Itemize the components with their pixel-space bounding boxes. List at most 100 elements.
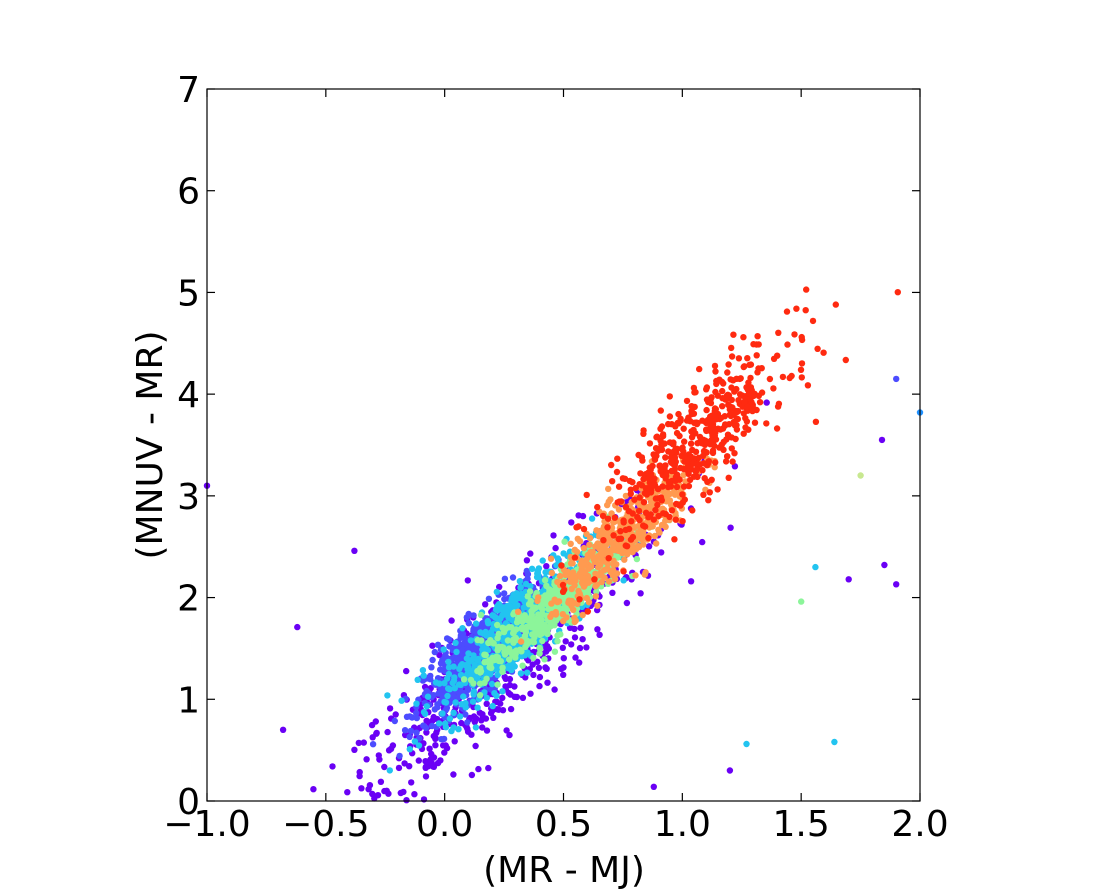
data-point (572, 634, 578, 640)
data-point (550, 532, 556, 538)
data-point (624, 543, 630, 549)
data-point (640, 522, 646, 528)
data-point (524, 670, 530, 676)
data-point (674, 430, 680, 436)
data-point (510, 630, 516, 636)
data-point (404, 714, 410, 720)
data-point (641, 499, 647, 505)
y-tick-label: 6 (177, 172, 200, 213)
data-point (652, 533, 658, 539)
data-point (612, 515, 618, 521)
data-point (617, 528, 623, 534)
data-point (659, 522, 665, 528)
data-point (714, 486, 720, 492)
data-point (843, 357, 849, 363)
data-point (624, 600, 630, 606)
x-tick-label: 2.0 (891, 804, 948, 845)
data-point (370, 741, 376, 747)
data-point (513, 651, 519, 657)
data-point (581, 545, 587, 551)
data-point (743, 741, 749, 747)
data-point (725, 402, 731, 408)
data-point (530, 655, 536, 661)
data-point (420, 667, 426, 673)
data-point (628, 487, 634, 493)
data-point (578, 574, 584, 580)
data-point (636, 481, 642, 487)
data-point (448, 617, 454, 623)
data-point (771, 356, 777, 362)
data-point (430, 763, 436, 769)
data-point (583, 644, 589, 650)
data-point (458, 663, 464, 669)
data-point (707, 418, 713, 424)
data-point (446, 671, 452, 677)
data-point (616, 536, 622, 542)
data-point (548, 556, 554, 562)
data-point (567, 573, 573, 579)
data-point (799, 360, 805, 366)
data-point (518, 638, 524, 644)
data-point (508, 706, 514, 712)
data-point (658, 443, 664, 449)
data-point (606, 498, 612, 504)
data-point (438, 660, 444, 666)
data-point (569, 586, 575, 592)
data-point (413, 730, 419, 736)
data-point (504, 648, 510, 654)
data-point (529, 566, 535, 572)
data-point (609, 590, 615, 596)
data-point (519, 596, 525, 602)
data-point (280, 727, 286, 733)
y-axis-label: (MNUV - MR) (130, 330, 171, 559)
data-point (468, 732, 474, 738)
data-point (721, 439, 727, 445)
data-point (536, 683, 542, 689)
y-tick-label: 2 (177, 579, 200, 620)
data-point (445, 659, 451, 665)
data-point (724, 369, 730, 375)
data-point (538, 603, 544, 609)
x-tick-label: 1.0 (654, 804, 711, 845)
data-point (527, 550, 533, 556)
data-point (473, 715, 479, 721)
data-point (672, 423, 678, 429)
data-point (590, 549, 596, 555)
data-point (605, 516, 611, 522)
data-point (537, 646, 543, 652)
data-point (731, 419, 737, 425)
data-point (501, 590, 507, 596)
data-point (413, 710, 419, 716)
data-point (369, 722, 375, 728)
data-point (688, 403, 694, 409)
data-point (639, 457, 645, 463)
data-point (469, 772, 475, 778)
data-point (691, 385, 697, 391)
data-point (294, 624, 300, 630)
data-point (527, 601, 533, 607)
data-point (560, 582, 566, 588)
data-point (690, 427, 696, 433)
data-point (647, 440, 653, 446)
data-point (703, 386, 709, 392)
data-point (632, 572, 638, 578)
data-point (534, 598, 540, 604)
data-point (376, 752, 382, 758)
data-point (351, 747, 357, 753)
data-point (425, 694, 431, 700)
data-point (573, 524, 579, 530)
data-point (431, 754, 437, 760)
data-point (435, 642, 441, 648)
data-point (552, 587, 558, 593)
data-point (444, 745, 450, 751)
data-point (494, 635, 500, 641)
data-point (536, 665, 542, 671)
data-point (746, 362, 752, 368)
data-point (477, 669, 483, 675)
data-point (499, 625, 505, 631)
data-point (579, 636, 585, 642)
data-point (596, 632, 602, 638)
data-point (727, 525, 733, 531)
data-point (485, 620, 491, 626)
data-point (478, 637, 484, 643)
